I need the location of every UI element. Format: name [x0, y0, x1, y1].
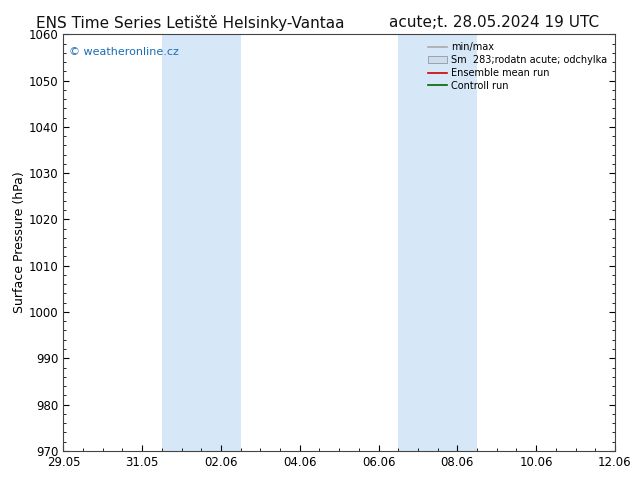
Y-axis label: Surface Pressure (hPa): Surface Pressure (hPa)	[13, 172, 26, 314]
Legend: min/max, Sm  283;rodatn acute; odchylka, Ensemble mean run, Controll run: min/max, Sm 283;rodatn acute; odchylka, …	[425, 39, 610, 94]
Text: © weatheronline.cz: © weatheronline.cz	[69, 47, 179, 57]
Text: ENS Time Series Letiště Helsinky-Vantaa: ENS Time Series Letiště Helsinky-Vantaa	[36, 15, 344, 31]
Bar	[162, 34, 241, 451]
Bar	[398, 34, 477, 451]
Text: acute;t. 28.05.2024 19 UTC: acute;t. 28.05.2024 19 UTC	[389, 15, 600, 30]
